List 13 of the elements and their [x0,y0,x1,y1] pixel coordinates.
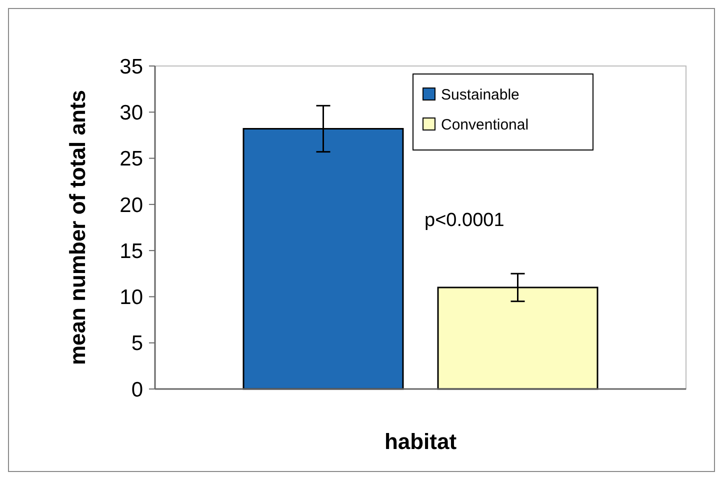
y-tick-label: 25 [120,148,143,171]
y-tick-label: 35 [120,55,143,78]
y-tick-label: 15 [120,240,143,263]
legend-label: Conventional [441,116,529,134]
y-tick-label: 5 [131,332,143,356]
y-tick-label: 0 [131,378,143,402]
x-axis-title: habitat [384,429,458,454]
y-axis-title: mean number of total ants [65,90,90,366]
y-tick-label: 20 [120,194,143,217]
y-tick-label: 10 [120,286,143,310]
annotation: p<0.0001 [424,210,504,231]
legend-label: Sustainable [441,86,520,104]
y-tick-label: 30 [120,101,143,124]
